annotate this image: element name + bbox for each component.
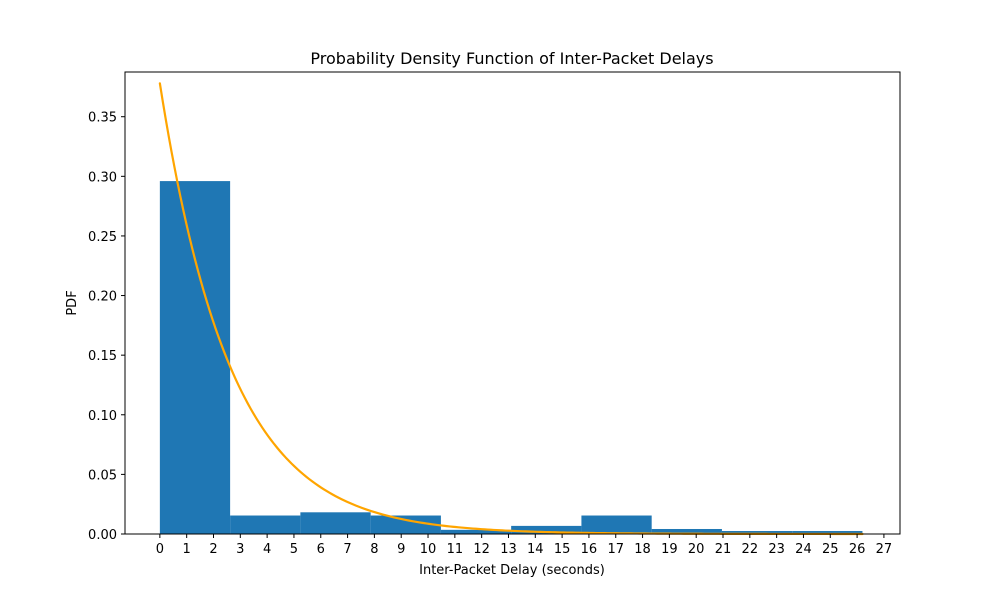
x-tick-label: 21 [715,542,732,557]
y-tick-label: 0.10 [88,409,117,424]
x-tick-label: 13 [500,542,517,557]
x-tick-label: 9 [397,542,405,557]
y-tick-label: 0.15 [88,349,117,364]
histogram-bar [300,512,371,534]
histogram-bar [159,181,231,534]
y-axis-ticks: 0.00 0.05 0.10 0.15 0.20 0.25 0.30 0.35 [88,111,125,543]
histogram-bar [792,531,863,534]
plot-area-frame [124,71,901,535]
x-tick-label: 5 [290,542,298,557]
y-tick-label: 0.25 [88,230,117,245]
x-tick-label: 27 [876,542,893,557]
histogram-bar [440,529,512,534]
x-tick-label: 2 [209,542,217,557]
x-tick-label: 12 [473,542,490,557]
y-tick-label: 0.20 [88,290,117,305]
histogram-bar [651,528,722,534]
x-axis-ticks: 0 1 2 3 4 5 6 7 8 9 10 11 12 13 14 15 16 17 18 19 20 21 22 23 24… [156,534,892,557]
x-tick-label: 23 [768,542,785,557]
histogram-bar [581,515,652,534]
x-tick-label: 11 [447,542,464,557]
x-tick-label: 4 [263,542,271,557]
x-tick-label: 10 [420,542,437,557]
histogram-bar [721,531,793,534]
chart-title: Probability Density Function of Inter-Pa… [310,49,713,68]
x-tick-label: 19 [661,542,678,557]
x-tick-label: 0 [156,542,164,557]
x-tick-label: 18 [634,542,651,557]
y-tick-label: 0.00 [88,528,117,543]
y-tick-label: 0.30 [88,170,117,185]
x-tick-label: 24 [795,542,812,557]
x-tick-label: 22 [742,542,759,557]
x-tick-label: 17 [607,542,624,557]
x-tick-label: 6 [317,542,325,557]
x-tick-label: 16 [581,542,598,557]
y-tick-label: 0.05 [88,468,117,483]
x-tick-label: 15 [554,542,571,557]
histogram-bar [511,525,582,534]
x-tick-label: 1 [183,542,191,557]
x-tick-label: 8 [370,542,378,557]
x-tick-label: 26 [849,542,866,557]
histogram-bar [370,515,441,534]
x-tick-label: 25 [822,542,839,557]
x-tick-label: 20 [688,542,705,557]
histogram-bar [230,515,301,534]
x-tick-label: 7 [343,542,351,557]
y-tick-label: 0.35 [88,111,117,126]
x-tick-label: 14 [527,542,544,557]
histogram-bars [159,181,863,534]
y-axis-label: PDF [65,290,80,315]
x-axis-label: Inter-Packet Delay (seconds) [419,563,605,578]
x-tick-label: 3 [236,542,244,557]
